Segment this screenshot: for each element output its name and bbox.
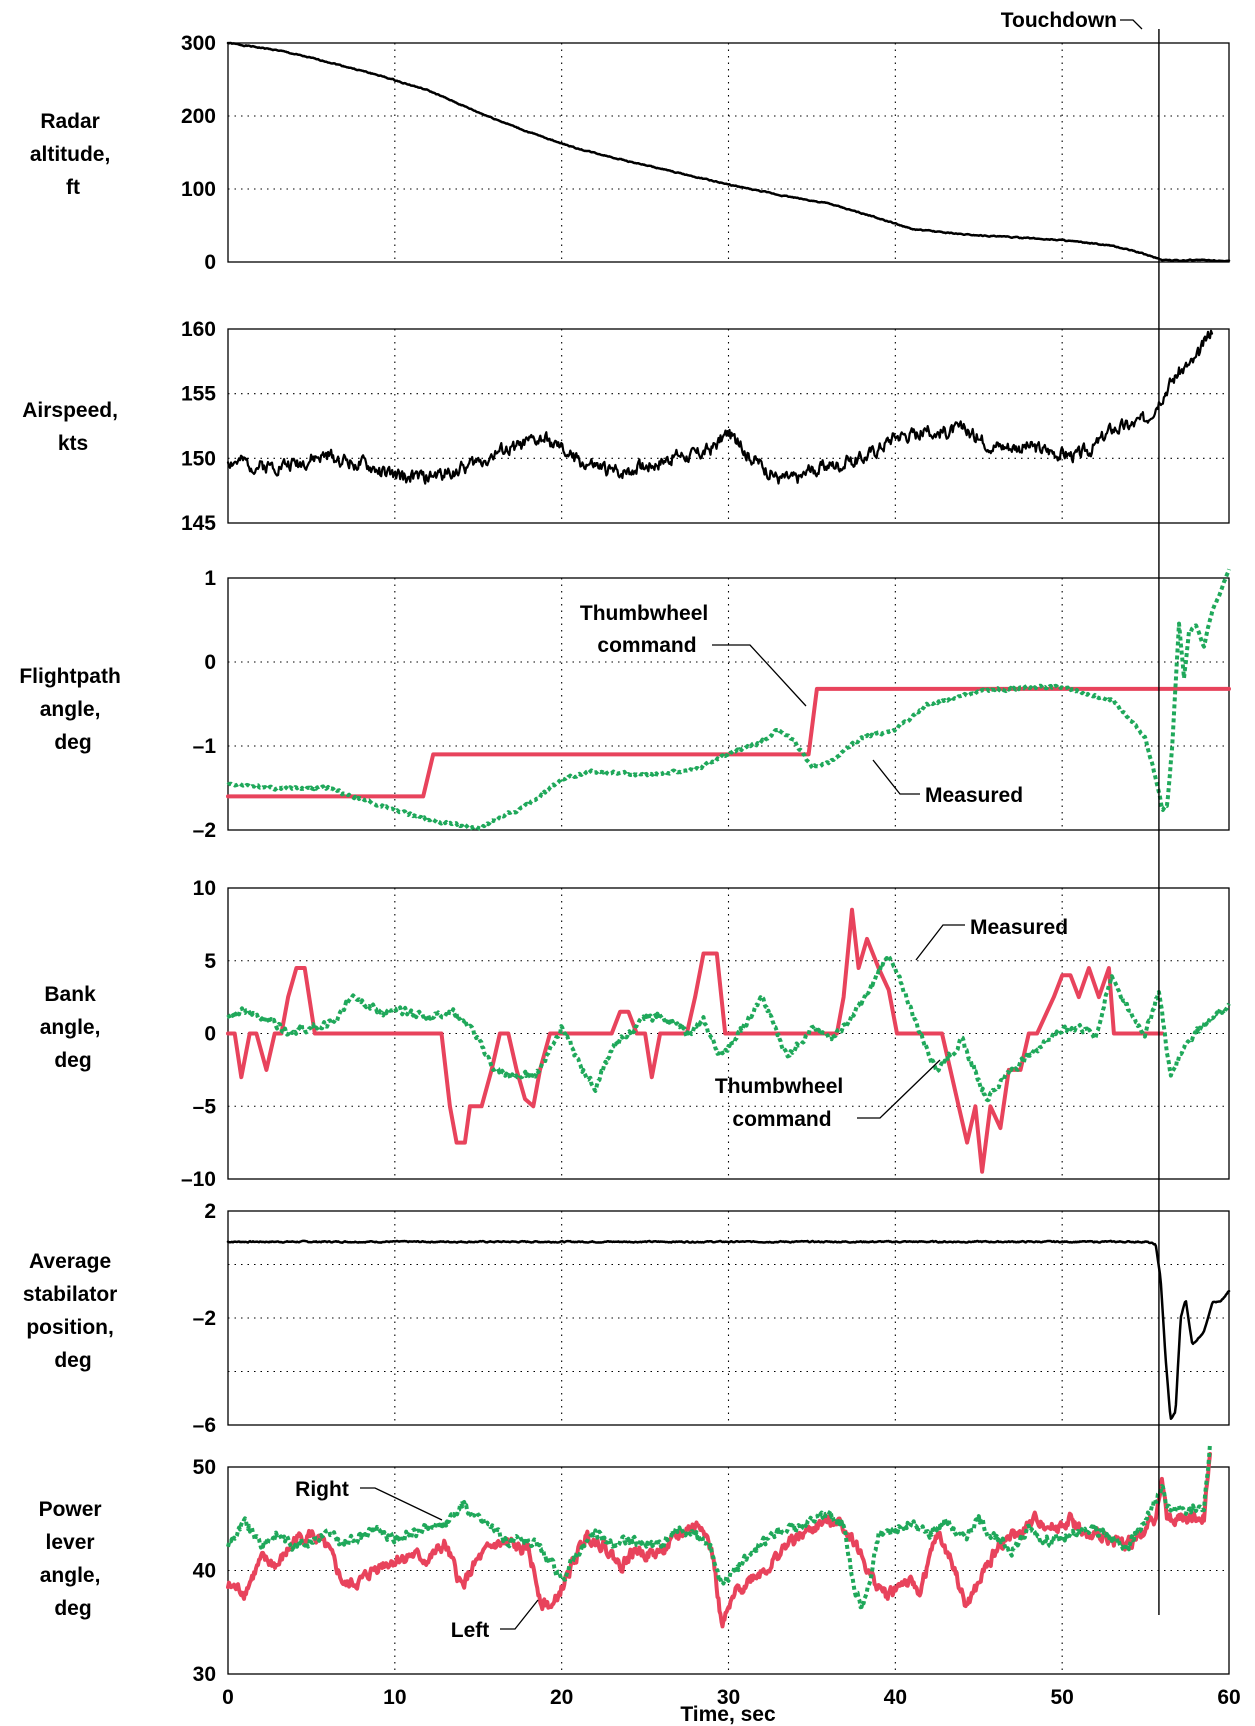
stabilator-ylabel-line4: deg <box>54 1349 91 1372</box>
power-lever-right-leader <box>360 1487 443 1521</box>
x-tick-label: 10 <box>383 1686 406 1709</box>
airspeed-ylabel: Airspeed, kts <box>22 399 124 455</box>
touchdown-leader <box>1120 19 1143 30</box>
x-tick-label: 30 <box>717 1686 740 1709</box>
x-axis-title: Time, sec <box>680 1703 776 1726</box>
flightpath-ytick-label: –2 <box>193 819 216 842</box>
flightpath-measured-leader <box>872 759 920 795</box>
airspeed-ytick-label: 150 <box>181 447 216 470</box>
bank-measured-annotation: Measured <box>970 916 1068 939</box>
flightpath-ylabel-line2: angle, <box>40 698 101 721</box>
x-tick-label: 40 <box>884 1686 907 1709</box>
bank-ytick-label: –5 <box>193 1095 217 1118</box>
airspeed-ytick-label: 145 <box>181 512 216 535</box>
power-lever-ytick-label: 30 <box>193 1663 216 1686</box>
altitude-ytick-label: 100 <box>181 178 216 201</box>
flightpath-thumbwheel-leader <box>712 644 807 707</box>
stabilator-ylabel-line1: Average <box>29 1250 111 1273</box>
power-lever-series-2-measured-line <box>226 1443 1212 1610</box>
flightpath-measured-annotation: Measured <box>925 784 1023 807</box>
touchdown-label: Touchdown <box>1001 9 1117 32</box>
power-lever-ylabel-line2: lever <box>46 1531 95 1554</box>
altitude-ytick-label: 300 <box>181 32 216 55</box>
bank-ytick-label: –10 <box>181 1168 216 1191</box>
data-series <box>226 41 1231 1629</box>
altitude-ylabel-line1: Radar <box>40 110 100 133</box>
power-lever-ylabel-line4: deg <box>54 1597 91 1620</box>
bank-measured-leader <box>915 924 965 961</box>
airspeed-ylabel-line2: kts <box>58 432 88 455</box>
airspeed-ytick-label: 155 <box>181 383 216 406</box>
stabilator-ylabel: Average stabilator position, deg <box>23 1250 123 1372</box>
bank-thumbwheel-annotation: Thumbwheel command <box>715 1075 849 1131</box>
stabilator-ytick-label: –6 <box>193 1414 216 1437</box>
x-tick-label: 50 <box>1050 1686 1073 1709</box>
bank-ylabel: Bank angle, deg <box>40 983 107 1072</box>
bank-ylabel-line3: deg <box>54 1049 91 1072</box>
bank-series-2-measured-line <box>226 954 1231 1103</box>
x-tick-label: 60 <box>1217 1686 1240 1709</box>
flightpath-series-1-line <box>226 686 1231 799</box>
altitude-series-1-line <box>226 41 1231 263</box>
bank-ylabel-line1: Bank <box>44 983 96 1006</box>
power-lever-left-leader <box>500 1599 539 1630</box>
flightpath-ylabel-line3: deg <box>54 731 91 754</box>
altitude-ylabel-line3: ft <box>66 176 80 199</box>
power-lever-right-annotation: Right <box>295 1478 349 1501</box>
airspeed-ytick-label: 160 <box>181 318 216 341</box>
flightpath-ytick-label: 0 <box>204 651 216 674</box>
bank-ytick-label: 5 <box>204 950 216 973</box>
airspeed-series-1-line <box>226 329 1214 485</box>
x-tick-label: 20 <box>550 1686 573 1709</box>
airspeed-panel-frame <box>227 328 1230 524</box>
flightpath-ylabel: Flightpath angle, deg <box>19 665 126 754</box>
stabilator-ylabel-line2: stabilator <box>23 1283 118 1306</box>
power-lever-left-annotation: Left <box>451 1619 490 1642</box>
flightpath-ytick-label: –1 <box>193 735 217 758</box>
airspeed-ylabel-line1: Airspeed, <box>22 399 118 422</box>
power-lever-ylabel: Power lever angle, deg <box>39 1498 108 1620</box>
flightpath-ylabel-line1: Flightpath <box>19 665 120 688</box>
flightpath-thumbwheel-line1: Thumbwheel <box>580 602 708 625</box>
bank-thumbwheel-line2: command <box>732 1108 831 1131</box>
altitude-ylabel-line2: altitude, <box>30 143 111 166</box>
bank-thumbwheel-line1: Thumbwheel <box>715 1075 843 1098</box>
power-lever-ytick-label: 50 <box>193 1456 216 1479</box>
bank-ytick-label: 10 <box>193 877 216 900</box>
flightpath-panel-frame <box>227 577 1230 831</box>
x-tick-label: 0 <box>222 1686 234 1709</box>
altitude-ylabel: Radar altitude, ft <box>30 110 116 199</box>
flightpath-series-2-measured-line <box>226 568 1231 831</box>
stabilator-ytick-label: –2 <box>193 1307 216 1330</box>
bank-ylabel-line2: angle, <box>40 1016 101 1039</box>
power-lever-ylabel-line1: Power <box>39 1498 102 1521</box>
bank-ytick-label: 0 <box>204 1023 216 1046</box>
stabilator-ytick-label: 2 <box>204 1200 216 1223</box>
stabilator-series-1-line <box>226 1239 1231 1420</box>
stabilator-ylabel-line3: position, <box>26 1316 114 1339</box>
altitude-ytick-label: 0 <box>204 251 216 274</box>
bank-thumbwheel-leader <box>857 1059 941 1119</box>
altitude-ytick-label: 200 <box>181 105 216 128</box>
power-lever-ytick-label: 40 <box>193 1560 216 1583</box>
power-lever-series-1-line <box>226 1452 1212 1629</box>
flightpath-ytick-label: 1 <box>204 567 216 590</box>
bank-series-1-line <box>226 907 1165 1174</box>
flightpath-thumbwheel-annotation: Thumbwheel command <box>580 602 714 657</box>
power-lever-ylabel-line3: angle, <box>40 1564 101 1587</box>
grid-lines <box>228 43 1229 1674</box>
flightpath-thumbwheel-line2: command <box>597 634 696 657</box>
